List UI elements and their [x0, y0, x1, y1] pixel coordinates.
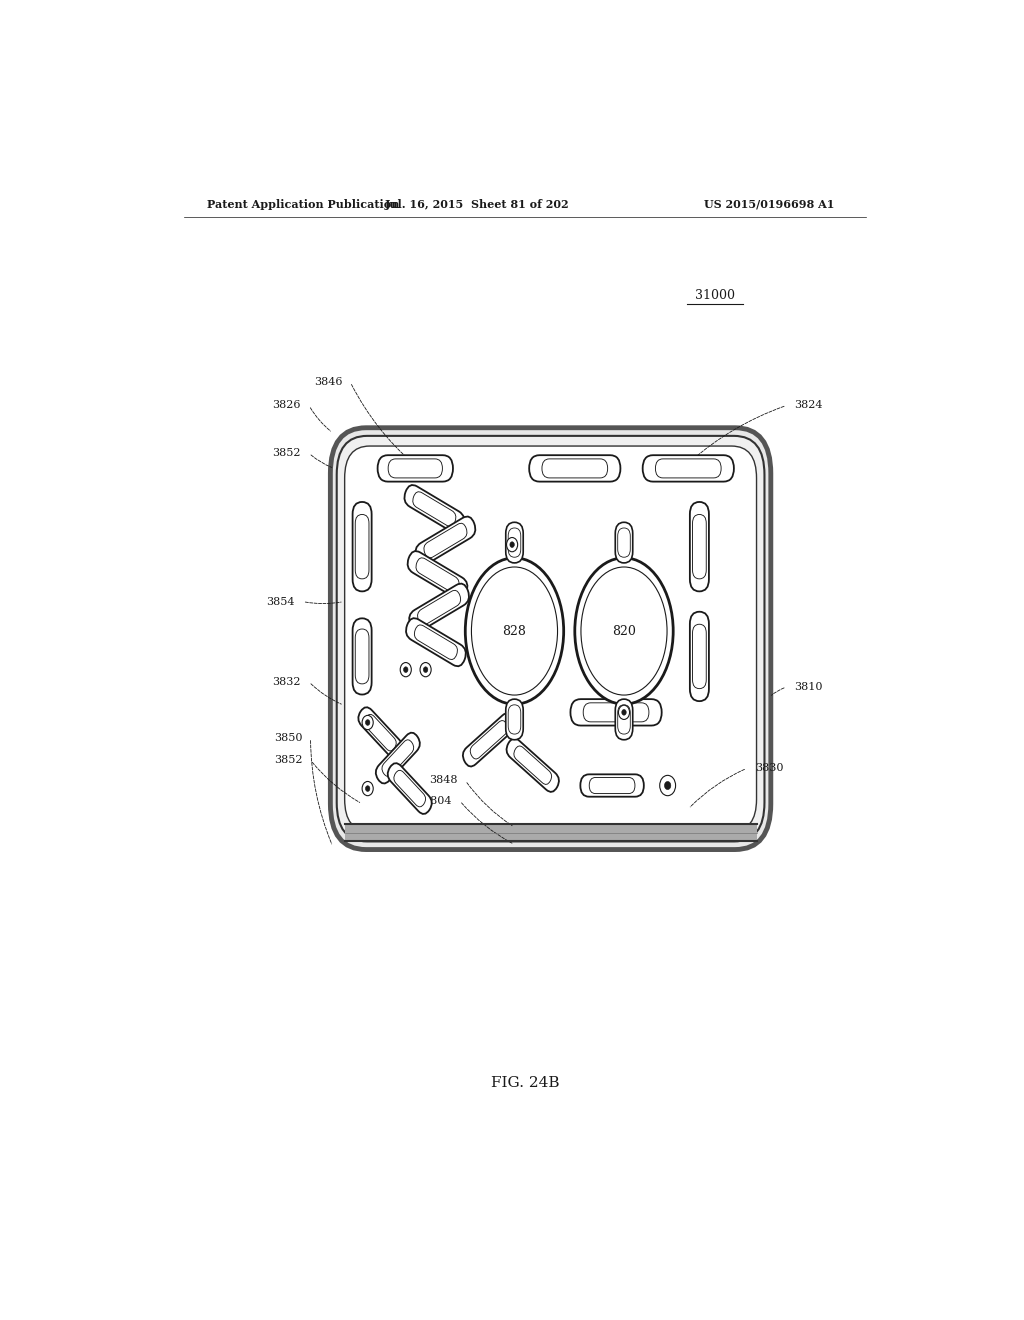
Text: 3852: 3852 — [274, 755, 303, 766]
FancyBboxPatch shape — [410, 583, 469, 632]
FancyBboxPatch shape — [352, 618, 372, 694]
Circle shape — [366, 719, 370, 726]
Bar — [345, 824, 757, 841]
FancyBboxPatch shape — [378, 455, 453, 482]
Circle shape — [665, 781, 671, 789]
Circle shape — [507, 537, 518, 552]
Text: 3846: 3846 — [313, 378, 342, 387]
FancyBboxPatch shape — [690, 611, 709, 701]
Text: US 2015/0196698 A1: US 2015/0196698 A1 — [703, 198, 835, 210]
Text: 31000: 31000 — [695, 289, 735, 302]
Text: 3852: 3852 — [272, 449, 301, 458]
FancyBboxPatch shape — [345, 446, 757, 832]
FancyBboxPatch shape — [416, 516, 475, 565]
FancyBboxPatch shape — [615, 700, 633, 739]
Circle shape — [400, 663, 412, 677]
Circle shape — [659, 775, 676, 796]
FancyBboxPatch shape — [570, 700, 662, 726]
Text: 3854: 3854 — [266, 597, 295, 607]
Circle shape — [423, 667, 428, 672]
FancyBboxPatch shape — [506, 523, 523, 562]
Circle shape — [510, 541, 514, 548]
Circle shape — [622, 709, 627, 715]
Text: 3850: 3850 — [274, 733, 303, 743]
FancyBboxPatch shape — [352, 502, 372, 591]
Text: Jul. 16, 2015  Sheet 81 of 202: Jul. 16, 2015 Sheet 81 of 202 — [385, 198, 569, 210]
FancyBboxPatch shape — [376, 733, 420, 784]
Text: FIG. 24B: FIG. 24B — [490, 1076, 559, 1090]
FancyBboxPatch shape — [404, 484, 464, 533]
FancyBboxPatch shape — [507, 738, 559, 792]
Text: 3848: 3848 — [429, 775, 458, 785]
FancyBboxPatch shape — [615, 523, 633, 562]
FancyBboxPatch shape — [529, 455, 621, 482]
Text: 3830: 3830 — [755, 763, 783, 774]
Text: 820: 820 — [612, 624, 636, 638]
Text: Patent Application Publication: Patent Application Publication — [207, 198, 399, 210]
FancyBboxPatch shape — [463, 713, 515, 767]
FancyBboxPatch shape — [406, 618, 466, 667]
FancyBboxPatch shape — [408, 550, 467, 599]
Ellipse shape — [581, 568, 667, 696]
Ellipse shape — [465, 558, 563, 704]
Text: 3804: 3804 — [423, 796, 452, 805]
Circle shape — [362, 781, 373, 796]
FancyBboxPatch shape — [690, 502, 709, 591]
Text: 3832: 3832 — [272, 677, 301, 686]
Text: 3826: 3826 — [272, 400, 301, 411]
FancyBboxPatch shape — [643, 455, 734, 482]
FancyBboxPatch shape — [506, 700, 523, 739]
FancyBboxPatch shape — [337, 436, 765, 841]
Ellipse shape — [471, 568, 557, 696]
FancyBboxPatch shape — [358, 708, 402, 758]
FancyBboxPatch shape — [581, 775, 644, 797]
Circle shape — [366, 785, 370, 792]
Text: 3810: 3810 — [795, 682, 823, 692]
Text: 828: 828 — [503, 624, 526, 638]
Ellipse shape — [574, 558, 673, 704]
Circle shape — [362, 715, 373, 730]
FancyBboxPatch shape — [331, 428, 771, 850]
Circle shape — [420, 663, 431, 677]
FancyBboxPatch shape — [388, 763, 432, 814]
Text: 3824: 3824 — [795, 400, 823, 411]
Circle shape — [403, 667, 408, 672]
Circle shape — [618, 705, 630, 719]
